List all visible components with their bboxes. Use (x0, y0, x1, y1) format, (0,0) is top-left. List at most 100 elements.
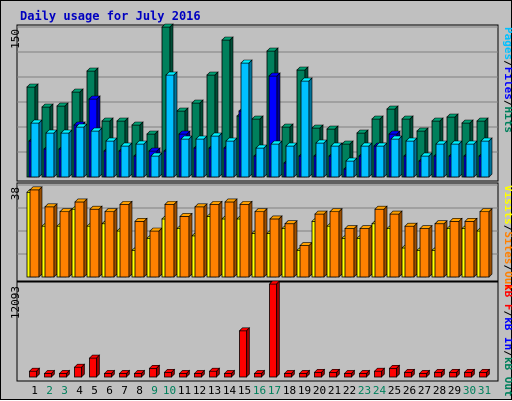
legend-item: / (502, 225, 512, 232)
pages-bar (225, 137, 238, 178)
day-label: 1 (31, 384, 38, 397)
panel-border (16, 24, 499, 182)
y-max-label: 150 (9, 29, 22, 49)
kbytes-bar (418, 369, 431, 378)
day-label: 21 (328, 384, 341, 397)
day-label: 7 (121, 384, 128, 397)
legend: Visits/Sites/Out (502, 185, 512, 291)
kbytes-bar (253, 369, 266, 378)
day-label: 15 (238, 384, 251, 397)
sites-bar (179, 212, 193, 278)
pages-bar (270, 140, 283, 178)
pages-bar (120, 142, 133, 178)
sites-bar (194, 203, 208, 278)
kbytes-bar (478, 368, 491, 378)
legend-item: kB Out (502, 357, 512, 397)
day-label: 28 (433, 384, 446, 397)
day-label: 13 (208, 384, 221, 397)
kbytes-bar (313, 368, 326, 378)
pages-bar (255, 144, 268, 178)
sites-bar (374, 205, 388, 278)
kbytes-bar (373, 367, 386, 378)
kbytes-bar (133, 369, 146, 378)
pages-bar (450, 140, 463, 178)
y-max-label: 12093 (9, 286, 22, 319)
pages-bar (45, 129, 58, 178)
legend-item: Files (502, 67, 512, 100)
sites-bar (269, 215, 283, 278)
legend-item: Hits (502, 107, 512, 134)
legend-item: Out (502, 271, 512, 291)
sites-bar (479, 207, 493, 278)
y-max-label: 38 (9, 187, 22, 200)
sites-bar (239, 200, 253, 278)
pages-bar (375, 142, 388, 178)
pages-bar (195, 135, 208, 178)
pages-bar (105, 137, 118, 178)
pages-bar (330, 142, 343, 178)
kbytes-bar (298, 369, 311, 378)
kbytes-bar (268, 280, 281, 378)
day-label: 11 (178, 384, 191, 397)
panel-border (16, 281, 499, 382)
sites-bar (329, 207, 343, 278)
day-label: 26 (403, 384, 416, 397)
sites-bar (434, 220, 448, 278)
pages-bar (60, 129, 73, 178)
day-label: 30 (463, 384, 476, 397)
sites-bar (389, 210, 403, 278)
kbytes-bar (343, 369, 356, 378)
day-label: 27 (418, 384, 431, 397)
legend-item: kB F (502, 284, 512, 311)
day-label: 9 (151, 384, 158, 397)
kbytes-bar (178, 369, 191, 378)
sites-bar (164, 200, 178, 278)
day-axis-labels: 1 2 3 4 5 6 7 8 9 10 11 12 13 14 15 16 17 18 19 20 21 22 23 24 2… (31, 384, 491, 397)
chart-title: Daily usage for July 2016 (20, 9, 201, 23)
sites-bar (449, 217, 463, 278)
kbytes-bar (163, 368, 176, 378)
sites-bar (134, 217, 148, 278)
sites-bar (419, 224, 433, 278)
pages-bar (315, 139, 328, 178)
kbytes-bar (148, 364, 161, 378)
legend-item: Pages (502, 27, 512, 60)
kbytes-bar (118, 369, 131, 378)
day-label: 24 (373, 384, 387, 397)
pages-bar (180, 135, 193, 178)
sites-bar (284, 220, 298, 278)
day-label: 19 (298, 384, 311, 397)
day-label: 18 (283, 384, 296, 397)
sites-bar (404, 222, 418, 278)
sites-bar (314, 210, 328, 278)
day-label: 20 (313, 384, 326, 397)
day-label: 25 (388, 384, 401, 397)
kbytes-bar (448, 368, 461, 378)
pages-bar (165, 71, 178, 178)
sites-bar (254, 207, 268, 278)
day-label: 8 (136, 384, 143, 397)
day-label: 22 (343, 384, 356, 397)
pages-bar (210, 132, 223, 178)
pages-bar (360, 142, 373, 178)
sites-bar (44, 203, 58, 278)
day-label: 12 (193, 384, 206, 397)
sites-bar (299, 241, 313, 278)
legend-item: / (502, 265, 512, 272)
day-label: 31 (478, 384, 491, 397)
sites-bar (464, 217, 478, 278)
pages-bar (240, 59, 253, 178)
legend-item: / (502, 100, 512, 107)
kbytes-bar (73, 363, 86, 378)
kbytes-bar (193, 369, 206, 378)
kbytes-bar (433, 368, 446, 378)
kbytes-bar (238, 327, 251, 378)
sites-bar (104, 207, 118, 278)
legend-item: / (502, 60, 512, 67)
day-label: 14 (223, 384, 237, 397)
day-label: 4 (76, 384, 83, 397)
